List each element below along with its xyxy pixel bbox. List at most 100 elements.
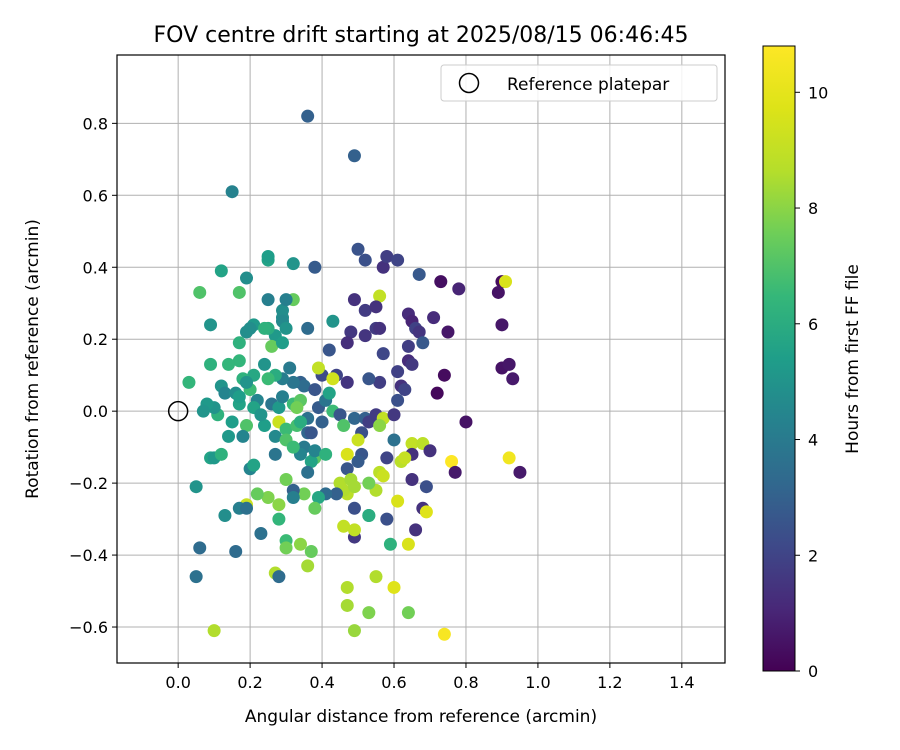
data-point	[401, 339, 415, 353]
data-point	[376, 469, 390, 483]
data-point	[405, 437, 419, 451]
data-point	[340, 375, 354, 389]
data-point	[347, 480, 361, 494]
data-point	[445, 455, 459, 469]
data-point	[232, 390, 246, 404]
data-point	[232, 354, 246, 368]
data-point	[279, 422, 293, 436]
data-point	[275, 390, 289, 404]
data-point	[387, 433, 401, 447]
x-tick-label: 0.6	[381, 673, 406, 692]
data-point	[229, 544, 243, 558]
data-point	[358, 253, 372, 267]
colorbar-tick-label: 6	[808, 315, 818, 334]
data-point	[225, 415, 239, 429]
data-point	[240, 419, 254, 433]
data-point	[279, 541, 293, 555]
data-point	[362, 476, 376, 490]
data-point	[373, 321, 387, 335]
y-tick-label: −0.2	[69, 474, 108, 493]
data-point	[369, 300, 383, 314]
data-point	[437, 627, 451, 641]
legend: Reference platepar	[440, 64, 718, 102]
data-point	[301, 109, 315, 123]
data-point	[409, 523, 423, 537]
data-point	[272, 570, 286, 584]
data-point	[502, 357, 516, 371]
data-point	[240, 501, 254, 515]
data-point	[380, 249, 394, 263]
data-point	[347, 523, 361, 537]
data-point	[315, 415, 329, 429]
data-point	[283, 361, 297, 375]
data-point	[218, 508, 232, 522]
colorbar-tick-label: 8	[808, 199, 818, 218]
data-point	[293, 537, 307, 551]
data-point	[240, 271, 254, 285]
data-point	[340, 598, 354, 612]
data-point	[243, 321, 257, 335]
colorbar-label: Hours from first FF file	[843, 264, 863, 454]
data-point	[193, 285, 207, 299]
data-point	[419, 505, 433, 519]
data-point	[391, 365, 405, 379]
y-tick-label: 0.4	[83, 258, 108, 277]
data-point	[272, 512, 286, 526]
data-point	[333, 476, 347, 490]
data-point	[308, 444, 322, 458]
data-point	[391, 494, 405, 508]
data-point	[322, 386, 336, 400]
y-tick-label: 0.6	[83, 186, 108, 205]
data-point	[427, 311, 441, 325]
data-point	[293, 415, 307, 429]
data-point	[351, 433, 365, 447]
data-point	[340, 462, 354, 476]
data-point	[218, 386, 232, 400]
data-point	[254, 526, 268, 540]
data-point	[279, 321, 293, 335]
data-point	[369, 570, 383, 584]
data-point	[301, 465, 315, 479]
data-point	[351, 455, 365, 469]
data-point	[347, 293, 361, 307]
x-tick-label: 1.4	[669, 673, 694, 692]
data-point	[419, 480, 433, 494]
data-point	[347, 501, 361, 515]
data-point	[214, 447, 228, 461]
data-point	[401, 606, 415, 620]
data-point	[272, 401, 286, 415]
data-point	[272, 498, 286, 512]
data-point	[387, 408, 401, 422]
legend-marker	[458, 72, 480, 94]
data-point	[193, 541, 207, 555]
data-point	[459, 415, 473, 429]
y-tick-label: 0.0	[83, 402, 108, 421]
colorbar-tick-label: 10	[808, 83, 828, 102]
data-point	[491, 285, 505, 299]
data-point	[286, 375, 300, 389]
data-point	[405, 357, 419, 371]
x-tick-label: 0.8	[453, 673, 478, 692]
y-tick-label: −0.6	[69, 618, 108, 637]
data-point	[297, 379, 311, 393]
data-point	[434, 275, 448, 289]
y-tick-label: −0.4	[69, 546, 108, 565]
data-point	[311, 491, 325, 505]
data-point	[301, 559, 315, 573]
data-point	[189, 480, 203, 494]
x-tick-label: 1.2	[597, 673, 622, 692]
y-tick-label: 0.8	[83, 114, 108, 133]
data-point	[204, 357, 218, 371]
data-point	[261, 491, 275, 505]
data-point	[337, 419, 351, 433]
data-point	[391, 253, 405, 267]
data-point	[207, 624, 221, 638]
data-point	[308, 501, 322, 515]
data-point	[304, 426, 318, 440]
data-point	[513, 465, 527, 479]
data-point	[430, 386, 444, 400]
data-point	[502, 451, 516, 465]
chart-title: FOV centre drift starting at 2025/08/15 …	[154, 23, 689, 48]
data-point	[412, 325, 426, 339]
data-point	[275, 336, 289, 350]
